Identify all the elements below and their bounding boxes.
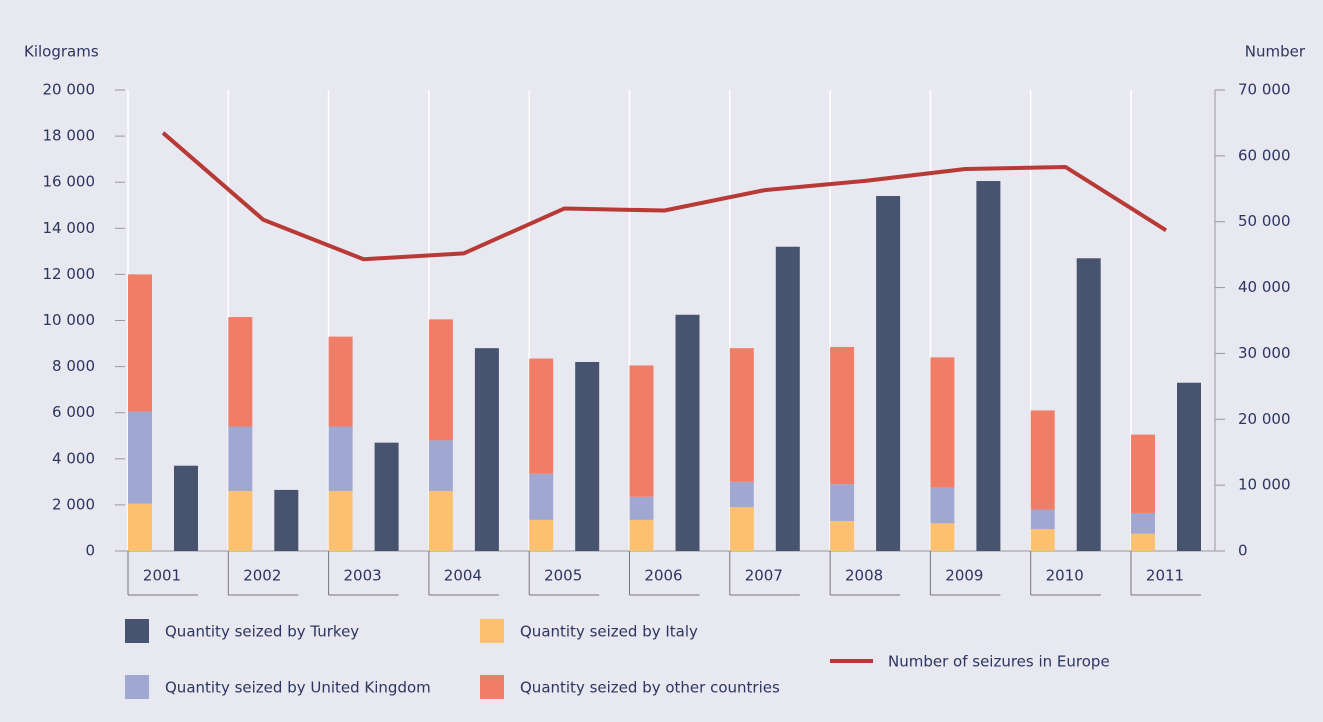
y-tick-label: 14 000 bbox=[43, 219, 96, 237]
y-tick-label: 4 000 bbox=[52, 449, 95, 467]
bar bbox=[675, 314, 700, 551]
x-tick-label: 2001 bbox=[143, 567, 181, 585]
legend-swatch bbox=[480, 619, 504, 643]
bar bbox=[428, 440, 453, 492]
bar bbox=[830, 521, 855, 551]
bar bbox=[1030, 410, 1055, 510]
bar bbox=[1177, 382, 1201, 551]
bar bbox=[428, 319, 453, 441]
x-tick-label: 2008 bbox=[845, 567, 883, 585]
legend-label: Quantity seized by Italy bbox=[520, 623, 698, 641]
bar bbox=[128, 411, 152, 504]
bar bbox=[228, 491, 253, 551]
bar bbox=[629, 519, 654, 551]
x-tick-label: 2007 bbox=[745, 567, 783, 585]
x-tick-label: 2005 bbox=[544, 567, 582, 585]
bar bbox=[428, 491, 453, 551]
bar bbox=[328, 491, 353, 551]
y2-axis-label: Number bbox=[1245, 43, 1306, 61]
y-tick-label: 18 000 bbox=[43, 127, 96, 145]
y-tick-label: 16 000 bbox=[43, 173, 96, 191]
bar bbox=[876, 196, 901, 551]
x-tick-label: 2006 bbox=[644, 567, 682, 585]
y-tick-label: 0 bbox=[85, 542, 95, 560]
legend-label: Quantity seized by United Kingdom bbox=[165, 679, 431, 697]
bar bbox=[830, 347, 855, 485]
y2-tick-label: 40 000 bbox=[1238, 278, 1291, 296]
legend-label: Quantity seized by other countries bbox=[520, 679, 780, 697]
x-tick-label: 2010 bbox=[1046, 567, 1084, 585]
bar bbox=[775, 246, 800, 552]
bar bbox=[629, 496, 654, 520]
y-tick-label: 6 000 bbox=[52, 403, 95, 421]
bar bbox=[930, 357, 955, 488]
bar bbox=[228, 317, 253, 427]
legend-swatch bbox=[125, 619, 149, 643]
bar bbox=[529, 358, 554, 474]
bar bbox=[1076, 258, 1101, 551]
y-tick-label: 10 000 bbox=[43, 311, 96, 329]
bar bbox=[575, 361, 600, 551]
bar bbox=[128, 503, 152, 551]
x-tick-label: 2011 bbox=[1146, 567, 1184, 585]
legend-label: Number of seizures in Europe bbox=[888, 653, 1110, 671]
y2-tick-label: 70 000 bbox=[1238, 81, 1291, 99]
bar bbox=[274, 489, 299, 551]
legend-swatch bbox=[125, 675, 149, 699]
bar bbox=[128, 274, 152, 412]
y-tick-label: 2 000 bbox=[52, 495, 95, 513]
bar bbox=[1131, 533, 1155, 551]
bar bbox=[1131, 512, 1155, 534]
bar bbox=[328, 426, 353, 492]
bar bbox=[174, 465, 198, 551]
bar bbox=[976, 181, 1001, 552]
bar bbox=[328, 336, 353, 427]
x-tick-label: 2009 bbox=[945, 567, 983, 585]
y-tick-label: 12 000 bbox=[43, 265, 96, 283]
y-tick-label: 20 000 bbox=[43, 81, 96, 99]
bar bbox=[529, 519, 554, 551]
line bbox=[161, 131, 1168, 262]
bar bbox=[1030, 529, 1055, 551]
y2-tick-label: 0 bbox=[1238, 542, 1248, 560]
legend-label: Quantity seized by Turkey bbox=[165, 623, 359, 641]
y-axis-label: Kilograms bbox=[24, 43, 99, 61]
bar bbox=[474, 348, 499, 551]
y2-tick-label: 10 000 bbox=[1238, 476, 1291, 494]
bar bbox=[1030, 509, 1055, 530]
bar bbox=[228, 426, 253, 492]
x-tick-label: 2004 bbox=[444, 567, 482, 585]
bar bbox=[729, 481, 754, 508]
bar bbox=[930, 523, 955, 551]
bar bbox=[930, 487, 955, 524]
bar bbox=[629, 365, 654, 497]
x-tick-label: 2003 bbox=[344, 567, 382, 585]
legend-swatch bbox=[480, 675, 504, 699]
bar bbox=[1131, 434, 1155, 513]
bar bbox=[529, 473, 554, 520]
y2-tick-label: 60 000 bbox=[1238, 146, 1291, 164]
y2-tick-label: 50 000 bbox=[1238, 212, 1291, 230]
y-tick-label: 8 000 bbox=[52, 357, 95, 375]
bar bbox=[830, 484, 855, 522]
x-tick-label: 2002 bbox=[243, 567, 281, 585]
bar bbox=[729, 348, 754, 482]
y2-tick-label: 30 000 bbox=[1238, 344, 1291, 362]
bar bbox=[374, 442, 399, 551]
y2-tick-label: 20 000 bbox=[1238, 410, 1291, 428]
bar bbox=[729, 507, 754, 551]
